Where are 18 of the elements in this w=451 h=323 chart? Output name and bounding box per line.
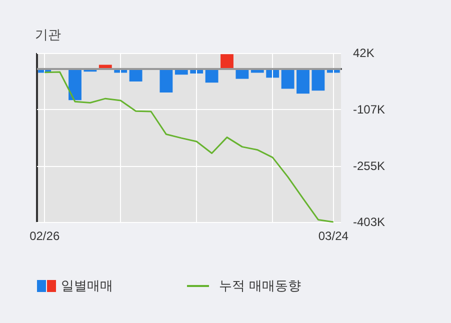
y-tick-label: -403K [353, 215, 386, 229]
bar [296, 68, 310, 94]
y-tick-label: -107K [353, 102, 386, 117]
legend-label: 일별매매 [61, 279, 113, 294]
x-tick-label: 02/26 [30, 229, 60, 243]
bar [312, 68, 325, 91]
bar [281, 68, 294, 89]
chart-title: 기관 [35, 28, 61, 43]
bar [129, 68, 142, 82]
bar [160, 68, 173, 92]
bar [220, 54, 234, 69]
y-tick-label: -255K [353, 158, 386, 173]
y-tick-label: 42K [353, 46, 374, 60]
x-tick-label: 03/24 [318, 229, 349, 243]
line-series [44, 71, 334, 223]
legend-label: 누적 매매동향 [219, 279, 302, 294]
bar [68, 68, 82, 100]
bar [205, 68, 218, 83]
